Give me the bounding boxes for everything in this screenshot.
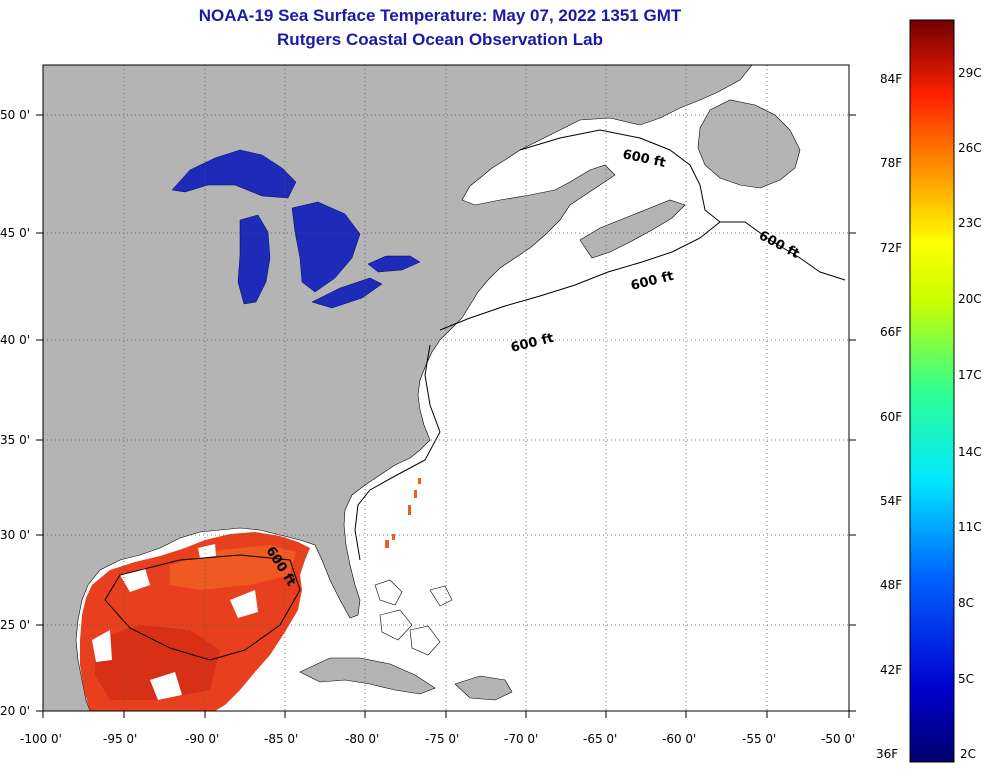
lon-tick-label: -50 0'	[821, 732, 856, 746]
colorbar-c-label: 20C	[958, 292, 982, 306]
colorbar-f-label: 60F	[880, 410, 903, 424]
colorbar-c-label: 26C	[958, 141, 982, 155]
colorbar-c-label: 5C	[958, 672, 975, 686]
lon-tick-label: -95 0'	[103, 732, 138, 746]
colorbar-f-label: 78F	[880, 156, 903, 170]
lat-tick-label: 20 0'	[0, 704, 31, 718]
bathymetry-contours	[104, 129, 846, 661]
colorbar-f-label: 54F	[880, 494, 903, 508]
colorbar-c-label: 23C	[958, 216, 982, 230]
colorbar-c-label: 8C	[958, 596, 975, 610]
lake-ontario	[367, 255, 421, 273]
lake-superior	[171, 149, 297, 199]
lon-tick-label: -100 0'	[20, 732, 62, 746]
lon-tick-label: -65 0'	[583, 732, 618, 746]
lake-huron	[291, 201, 361, 293]
colorbar-c-label: 2C	[960, 747, 977, 761]
colorbar-f-label: 48F	[880, 578, 903, 592]
colorbar-f-label: 72F	[880, 241, 903, 255]
lon-tick-label: -85 0'	[264, 732, 299, 746]
colorbar-c-label: 11C	[958, 520, 982, 534]
colorbar-c-label: 17C	[958, 368, 982, 382]
land-mass	[43, 65, 753, 711]
scattered-warm-pixels	[385, 478, 421, 548]
nova-scotia	[579, 199, 686, 259]
colorbar-f-label: 84F	[880, 72, 903, 86]
lake-michigan	[237, 214, 271, 305]
gulf-cool-strip	[95, 625, 220, 700]
lon-tick-label: -55 0'	[742, 732, 777, 746]
lat-tick-label: 30 0'	[0, 528, 31, 542]
lon-tick-label: -90 0'	[185, 732, 220, 746]
lat-tick-label: 45 0'	[0, 226, 31, 240]
axis-ticks	[36, 114, 856, 718]
gulf-no-data-patches	[92, 544, 258, 700]
map-title: NOAA-19 Sea Surface Temperature: May 07,…	[198, 6, 682, 25]
lon-tick-label: -70 0'	[504, 732, 539, 746]
bahamas-outlines	[374, 579, 453, 656]
lake-erie	[311, 277, 383, 309]
newfoundland	[697, 99, 801, 189]
hispaniola	[454, 675, 513, 701]
colorbar	[909, 19, 955, 763]
lat-tick-label: 25 0'	[0, 618, 31, 632]
lat-tick-label: 40 0'	[0, 333, 31, 347]
colorbar-c-label: 29C	[958, 66, 982, 80]
great-lakes	[171, 149, 421, 309]
colorbar-f-label: 36F	[876, 747, 899, 761]
lon-tick-label: -80 0'	[345, 732, 380, 746]
map-subtitle: Rutgers Coastal Ocean Observation Lab	[277, 30, 603, 49]
lat-tick-label: 35 0'	[0, 433, 31, 447]
colorbar-f-label: 42F	[880, 663, 903, 677]
colorbar-c-label: 14C	[958, 445, 982, 459]
lat-tick-label: 50 0'	[0, 108, 31, 122]
lon-tick-label: -75 0'	[425, 732, 460, 746]
cuba	[299, 657, 436, 695]
lon-tick-label: -60 0'	[662, 732, 697, 746]
colorbar-f-label: 66F	[880, 325, 903, 339]
